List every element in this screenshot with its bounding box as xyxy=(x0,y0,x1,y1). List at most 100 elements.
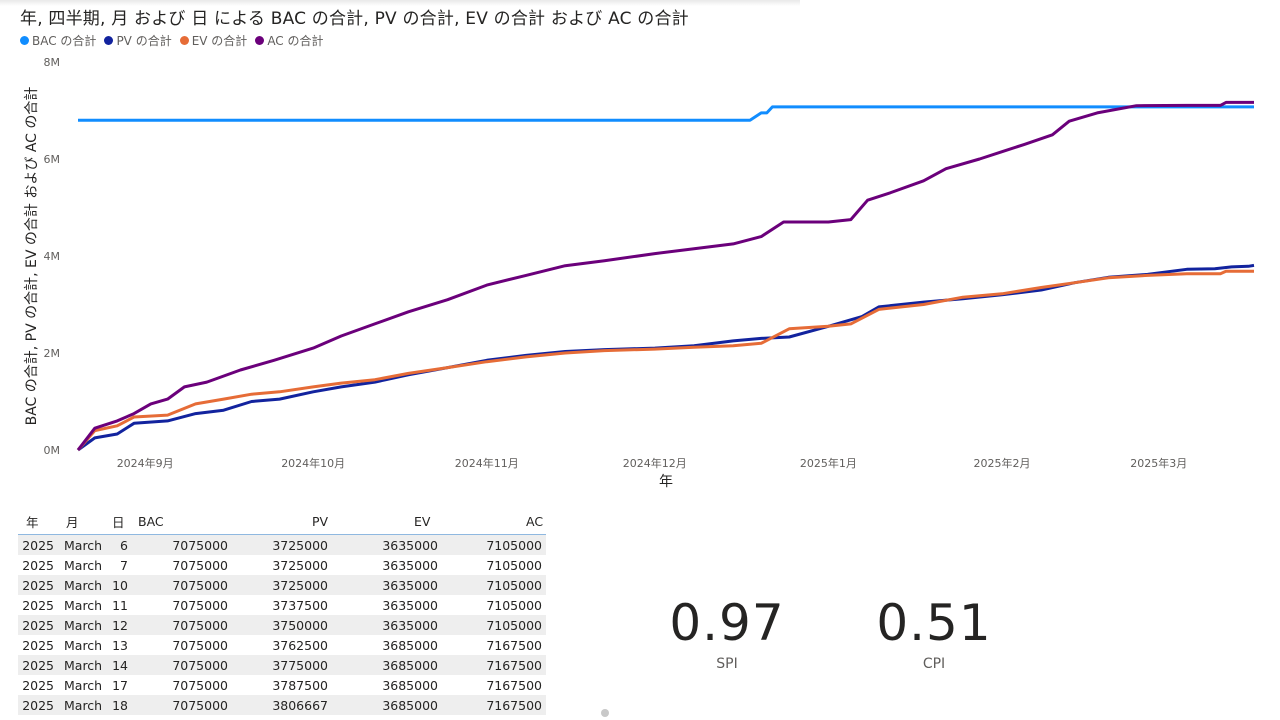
series-line-pv[interactable] xyxy=(77,263,1255,452)
table-cell: March xyxy=(64,557,103,573)
table-cell: 3635000 xyxy=(382,557,438,573)
table-row[interactable]: 2025 March 18 7075000 3806667 3685000 7167500 xyxy=(18,695,546,715)
chart-legend: BAC の合計 PV の合計 EV の合計 AC の合計 xyxy=(20,32,324,49)
y-axis: 0M 2M 4M 6M 8M xyxy=(44,56,61,457)
y-tick-label: 6M xyxy=(44,153,61,166)
table-cell: 7075000 xyxy=(172,697,228,713)
table-cell: 10 xyxy=(112,577,128,593)
kpi-spi-value: 0.97 xyxy=(669,594,785,652)
kpi-cpi-label: CPI xyxy=(922,656,946,672)
table-cell: March xyxy=(64,617,103,633)
table-cell: 7075000 xyxy=(172,537,228,553)
table-cell: 13 xyxy=(112,637,128,653)
table-cell: 7075000 xyxy=(172,557,228,573)
x-tick-label: 2024年9月 xyxy=(117,456,174,470)
table-cell: 14 xyxy=(112,657,128,673)
header-ev[interactable]: EV xyxy=(414,513,431,529)
table-cell: 7105000 xyxy=(486,537,542,553)
table-cell: 3685000 xyxy=(382,697,438,713)
header-bac[interactable]: BAC xyxy=(138,513,164,529)
series-lines xyxy=(76,100,1255,452)
header-day[interactable]: 日 xyxy=(112,514,125,530)
series-line-bac[interactable] xyxy=(78,105,1254,122)
table-cell: 3685000 xyxy=(382,657,438,673)
kpi-spi-label: SPI xyxy=(716,656,738,672)
table-cell: 3635000 xyxy=(382,537,438,553)
table-cell: 3737500 xyxy=(272,597,328,613)
table-cell: 2025 xyxy=(22,597,54,613)
x-tick-label: 2024年10月 xyxy=(281,456,345,470)
table-cell: 7075000 xyxy=(172,577,228,593)
table-cell: 7167500 xyxy=(486,677,542,693)
table-row[interactable]: 2025 March 11 7075000 3737500 3635000 7105000 xyxy=(18,595,546,615)
chart-title: 年, 四半期, 月 および 日 による BAC の合計, PV の合計, EV … xyxy=(20,9,689,29)
table-cell: 3725000 xyxy=(272,537,328,553)
x-axis: 2024年9月 2024年10月 2024年11月 2024年12月 2025年1月 20… xyxy=(117,456,1188,470)
table-cell: March xyxy=(64,537,103,553)
table-cell: 3635000 xyxy=(382,597,438,613)
table-header: 年 月 日 BAC PV EV AC xyxy=(18,508,546,535)
table-cell: 7105000 xyxy=(486,557,542,573)
table-row[interactable]: 2025 March 7 7075000 3725000 3635000 7105000 xyxy=(18,555,546,575)
table-row[interactable]: 2025 March 14 7075000 3775000 3685000 7167500 xyxy=(18,655,546,675)
header-month[interactable]: 月 xyxy=(66,514,79,530)
series-line-ev[interactable] xyxy=(76,269,1254,451)
legend-marker-ac xyxy=(255,36,265,45)
header-ac[interactable]: AC xyxy=(526,513,544,529)
table-cell: March xyxy=(64,697,103,713)
table-cell: 2025 xyxy=(22,577,54,593)
table-cell: 3806667 xyxy=(272,697,328,713)
table-cell: 7075000 xyxy=(172,657,228,673)
x-tick-label: 2024年11月 xyxy=(455,456,519,470)
kpi-cpi-value: 0.51 xyxy=(876,594,992,652)
table-row[interactable]: 2025 March 17 7075000 3787500 3685000 7167500 xyxy=(18,675,546,695)
table-cell: 7105000 xyxy=(486,577,542,593)
table-cell: 2025 xyxy=(22,677,54,693)
table-cell: 7075000 xyxy=(172,677,228,693)
table-cell: March xyxy=(64,637,103,653)
header-year[interactable]: 年 xyxy=(26,514,39,530)
table-cell: 2025 xyxy=(22,557,54,573)
legend-item-ac[interactable]: AC の合計 xyxy=(255,32,324,49)
legend-marker-bac xyxy=(20,36,29,45)
table-cell: 17 xyxy=(112,677,128,693)
table-cell: 3725000 xyxy=(272,557,328,573)
table-cell: 2025 xyxy=(22,537,54,553)
header-pv[interactable]: PV xyxy=(312,513,329,529)
legend-item-pv[interactable]: PV の合計 xyxy=(104,32,172,49)
table-cell: 6 xyxy=(120,537,128,553)
y-tick-label: 4M xyxy=(44,250,61,263)
table-cell: March xyxy=(64,597,103,613)
page-indicator-dot[interactable] xyxy=(601,709,609,717)
x-tick-label: 2025年1月 xyxy=(800,456,857,470)
table-cell: 3685000 xyxy=(382,637,438,653)
table-cell: 18 xyxy=(112,697,128,713)
table-cell: March xyxy=(64,577,103,593)
table-cell: 3635000 xyxy=(382,617,438,633)
table-row[interactable]: 2025 March 6 7075000 3725000 3635000 7105000 xyxy=(18,535,546,555)
x-tick-label: 2025年3月 xyxy=(1130,456,1187,470)
legend-marker-ev xyxy=(179,36,189,45)
legend-label-ev: EV の合計 xyxy=(191,34,248,48)
table-cell: 2025 xyxy=(22,697,54,713)
table-row[interactable]: 2025 March 10 7075000 3725000 3635000 7105000 xyxy=(18,575,546,595)
legend-item-ev[interactable]: EV の合計 xyxy=(179,32,248,49)
top-bar-shadow xyxy=(0,0,800,6)
line-chart[interactable]: 0M 2M 4M 6M 8M 2024年9月 2024年10月 2024年11月 2024年1… xyxy=(0,48,1280,498)
table-row[interactable]: 2025 March 13 7075000 3762500 3685000 7167500 xyxy=(18,635,546,655)
table-cell: 12 xyxy=(112,617,128,633)
table-cell: 3775000 xyxy=(272,657,328,673)
table-cell: March xyxy=(64,657,103,673)
table-cell: 2025 xyxy=(22,617,54,633)
data-table: 年 月 日 BAC PV EV AC 2025 March 6 7075000 3725… xyxy=(18,508,546,715)
y-axis-title: BAC の合計, PV の合計, EV の合計 および AC の合計 xyxy=(24,87,40,426)
table-cell: 3750000 xyxy=(272,617,328,633)
series-line-ac[interactable] xyxy=(76,100,1254,451)
legend-item-bac[interactable]: BAC の合計 xyxy=(20,32,96,49)
x-tick-label: 2024年12月 xyxy=(623,456,687,470)
table-cell: 7105000 xyxy=(486,617,542,633)
table-cell: 3685000 xyxy=(382,677,438,693)
table-row[interactable]: 2025 March 12 7075000 3750000 3635000 7105000 xyxy=(18,615,546,635)
table-cell: 7167500 xyxy=(486,697,542,713)
y-tick-label: 2M xyxy=(44,347,61,360)
